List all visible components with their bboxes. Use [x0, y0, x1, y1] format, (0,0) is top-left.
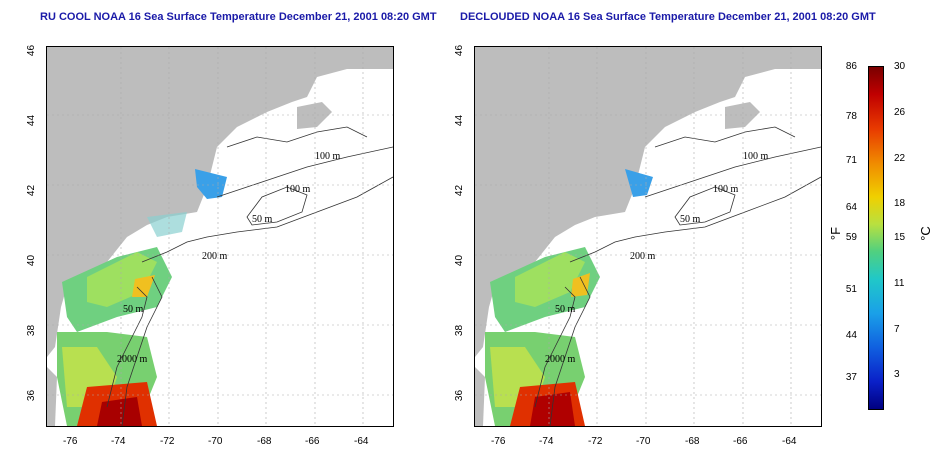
lat-label: 40	[26, 254, 38, 267]
lon-label: -72	[160, 436, 175, 447]
fahrenheit-tick: 51	[845, 284, 857, 295]
sst-data	[57, 169, 227, 426]
fahrenheit-tick: 71	[845, 155, 857, 166]
lat-label: 46	[26, 44, 38, 57]
lat-label: 42	[26, 184, 38, 197]
lat-label: 36	[454, 389, 466, 402]
depth-contours	[106, 126, 393, 426]
lon-label: -66	[305, 436, 320, 447]
contour-label: 100 m	[285, 184, 311, 195]
celsius-tick: 3	[894, 369, 900, 380]
lon-label: -76	[63, 436, 78, 447]
contour-label: 50 m	[123, 304, 144, 315]
lat-label: 38	[454, 324, 466, 337]
fahrenheit-tick: 78	[845, 111, 857, 122]
celsius-unit: °C	[917, 226, 933, 241]
lat-label: 44	[454, 114, 466, 127]
lat-label: 36	[26, 389, 38, 402]
contour-label: 100 m	[713, 184, 739, 195]
lon-label: -74	[539, 436, 554, 447]
contour-label: 200 m	[202, 251, 228, 262]
contour-labels: 100 m 100 m 50 m 200 m 50 m 2000 m	[117, 151, 341, 365]
lon-label: -74	[111, 436, 126, 447]
contour-label: 2000 m	[545, 354, 576, 365]
grid-lines	[47, 47, 393, 426]
lon-label: -76	[491, 436, 506, 447]
celsius-tick: 22	[894, 153, 906, 164]
left-sst-map: 100 m 100 m 50 m 200 m 50 m 2000 m	[46, 46, 394, 427]
lon-label: -64	[782, 436, 797, 447]
lon-label: -66	[733, 436, 748, 447]
land-mass	[47, 47, 393, 426]
contour-label: 2000 m	[117, 354, 148, 365]
lon-label: -68	[257, 436, 272, 447]
lon-label: -70	[636, 436, 651, 447]
lat-label: 38	[26, 324, 38, 337]
lon-label: -72	[588, 436, 603, 447]
celsius-tick: 26	[894, 107, 906, 118]
contour-label: 100 m	[315, 151, 341, 162]
celsius-tick: 11	[894, 278, 905, 289]
celsius-tick: 30	[894, 61, 906, 72]
lat-label: 42	[454, 184, 466, 197]
left-map-title: RU COOL NOAA 16 Sea Surface Temperature …	[40, 11, 437, 23]
fahrenheit-tick: 86	[845, 61, 857, 72]
contour-label: 50 m	[555, 304, 576, 315]
sst-data	[485, 169, 653, 426]
right-map-title: DECLOUDED NOAA 16 Sea Surface Temperatur…	[460, 11, 876, 23]
celsius-tick: 18	[894, 198, 906, 209]
right-sst-map: 100 m 100 m 50 m 200 m 50 m 2000 m	[474, 46, 822, 427]
contour-label: 200 m	[630, 251, 656, 262]
contour-label: 50 m	[680, 214, 701, 225]
contour-label: 50 m	[252, 214, 273, 225]
temperature-colorbar	[868, 66, 884, 410]
lon-label: -70	[208, 436, 223, 447]
lat-label: 40	[454, 254, 466, 267]
contour-label: 100 m	[743, 151, 769, 162]
fahrenheit-tick: 64	[845, 202, 857, 213]
celsius-tick: 15	[894, 232, 906, 243]
fahrenheit-tick: 59	[845, 232, 857, 243]
fahrenheit-tick: 37	[845, 372, 857, 383]
lat-label: 46	[454, 44, 466, 57]
celsius-tick: 7	[894, 324, 900, 335]
lon-label: -64	[354, 436, 369, 447]
lat-label: 44	[26, 114, 38, 127]
lon-label: -68	[685, 436, 700, 447]
fahrenheit-tick: 44	[845, 330, 857, 341]
